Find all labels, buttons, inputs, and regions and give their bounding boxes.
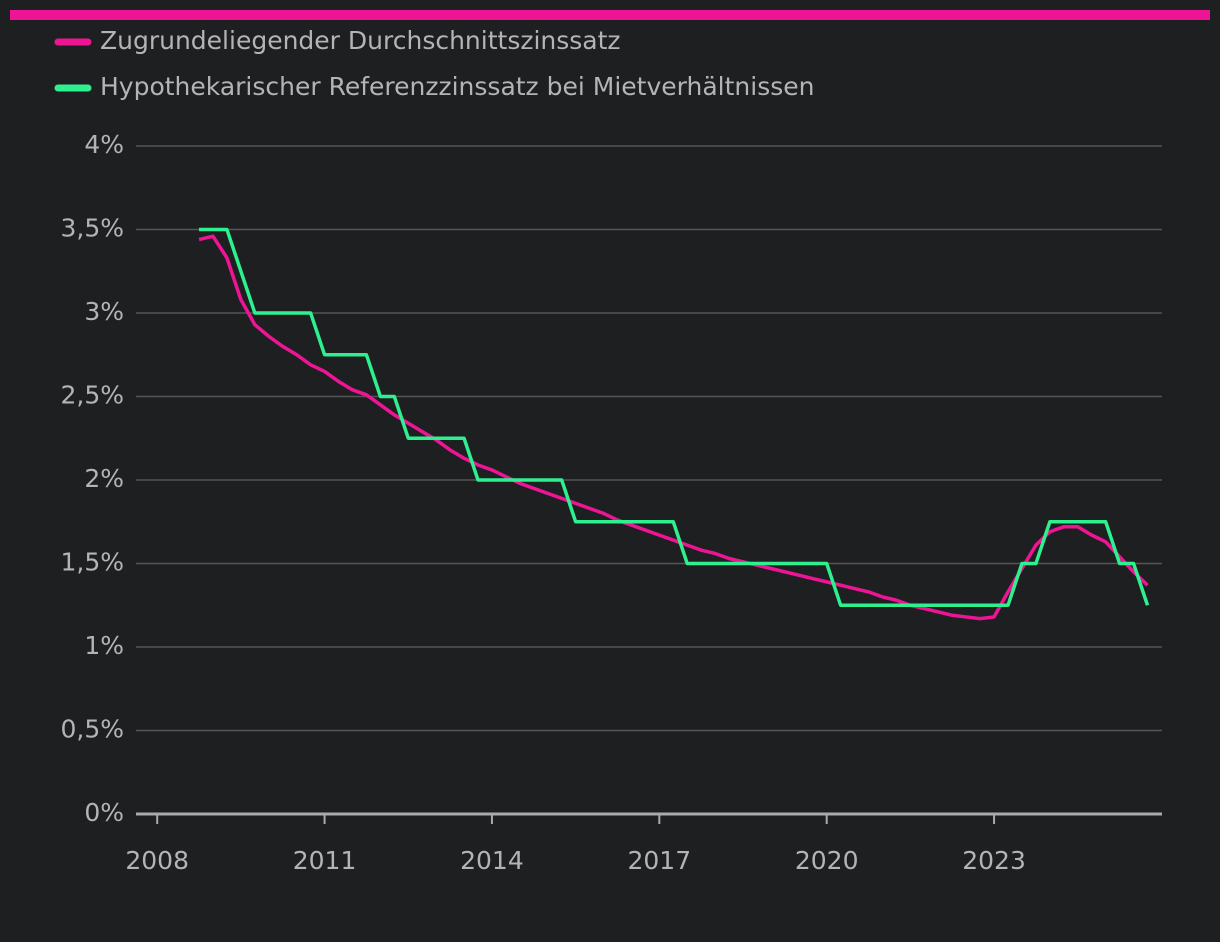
- x-tick-label: 2017: [628, 846, 692, 875]
- y-tick-label: 0,5%: [60, 715, 124, 744]
- x-tick-label: 2008: [125, 846, 189, 875]
- line-series: [199, 227, 1150, 607]
- y-tick-label: 3,5%: [60, 214, 124, 243]
- x-tick-label: 2014: [460, 846, 524, 875]
- y-tick-label: 2,5%: [60, 381, 124, 410]
- x-tick-label: 2020: [795, 846, 859, 875]
- line-series: [198, 234, 1149, 621]
- top-bar: [10, 10, 1210, 20]
- y-tick-label: 1,5%: [60, 548, 124, 577]
- legend-label: Hypothekarischer Referenzzinssatz bei Mi…: [100, 72, 814, 101]
- y-tick-label: 3%: [84, 297, 124, 326]
- x-tick-label: 2023: [962, 846, 1026, 875]
- x-tick-label: 2011: [293, 846, 357, 875]
- y-tick-label: 4%: [84, 130, 124, 159]
- legend-label: Zugrundeliegender Durchschnittszinssatz: [100, 26, 621, 55]
- y-tick-label: 1%: [84, 631, 124, 660]
- y-tick-label: 2%: [84, 464, 124, 493]
- y-tick-label: 0%: [84, 798, 124, 827]
